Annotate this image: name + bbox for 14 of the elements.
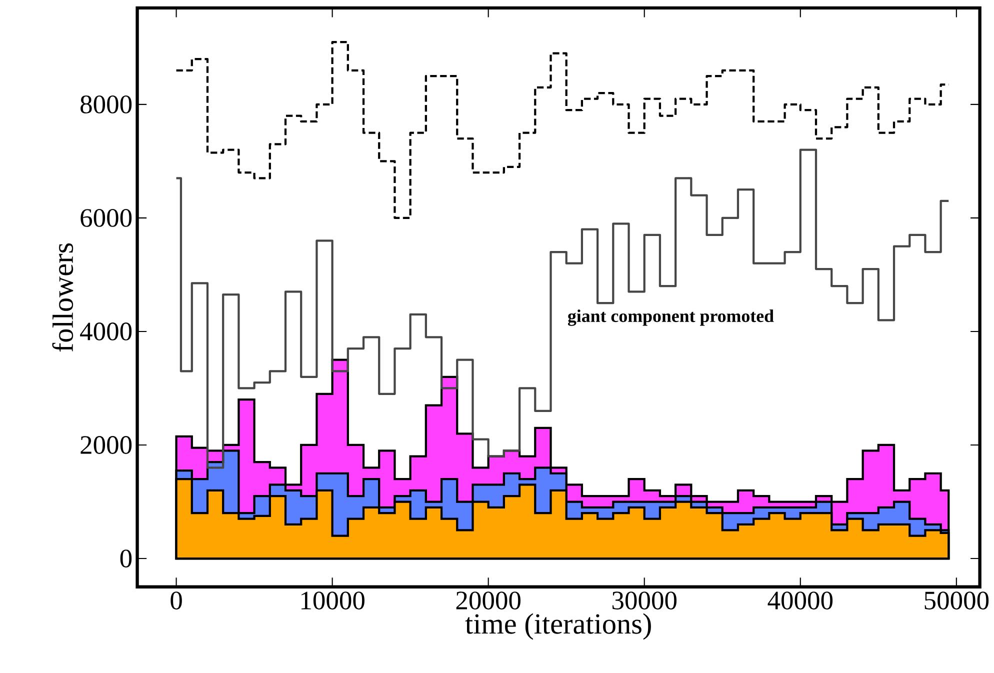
y-tick-label: 2000 [80,436,132,454]
y-tick-label: 6000 [80,208,132,227]
x-tick-label: 30000 [612,591,677,610]
x-tick-label: 40000 [768,591,833,610]
x-axis-title: time (iterations) [465,613,651,640]
y-tick-label: 4000 [80,322,132,340]
y-axis-title: followers [52,243,74,352]
y-tick-label: 8000 [80,95,132,114]
x-tick-label: 0 [170,591,182,610]
y-tick-label: 0 [120,549,132,568]
x-tick-label: 10000 [301,591,364,610]
x-tick-label: 20000 [456,591,520,610]
annotation: giant component promoted [568,309,774,326]
x-tick-label: 50000 [924,591,989,610]
